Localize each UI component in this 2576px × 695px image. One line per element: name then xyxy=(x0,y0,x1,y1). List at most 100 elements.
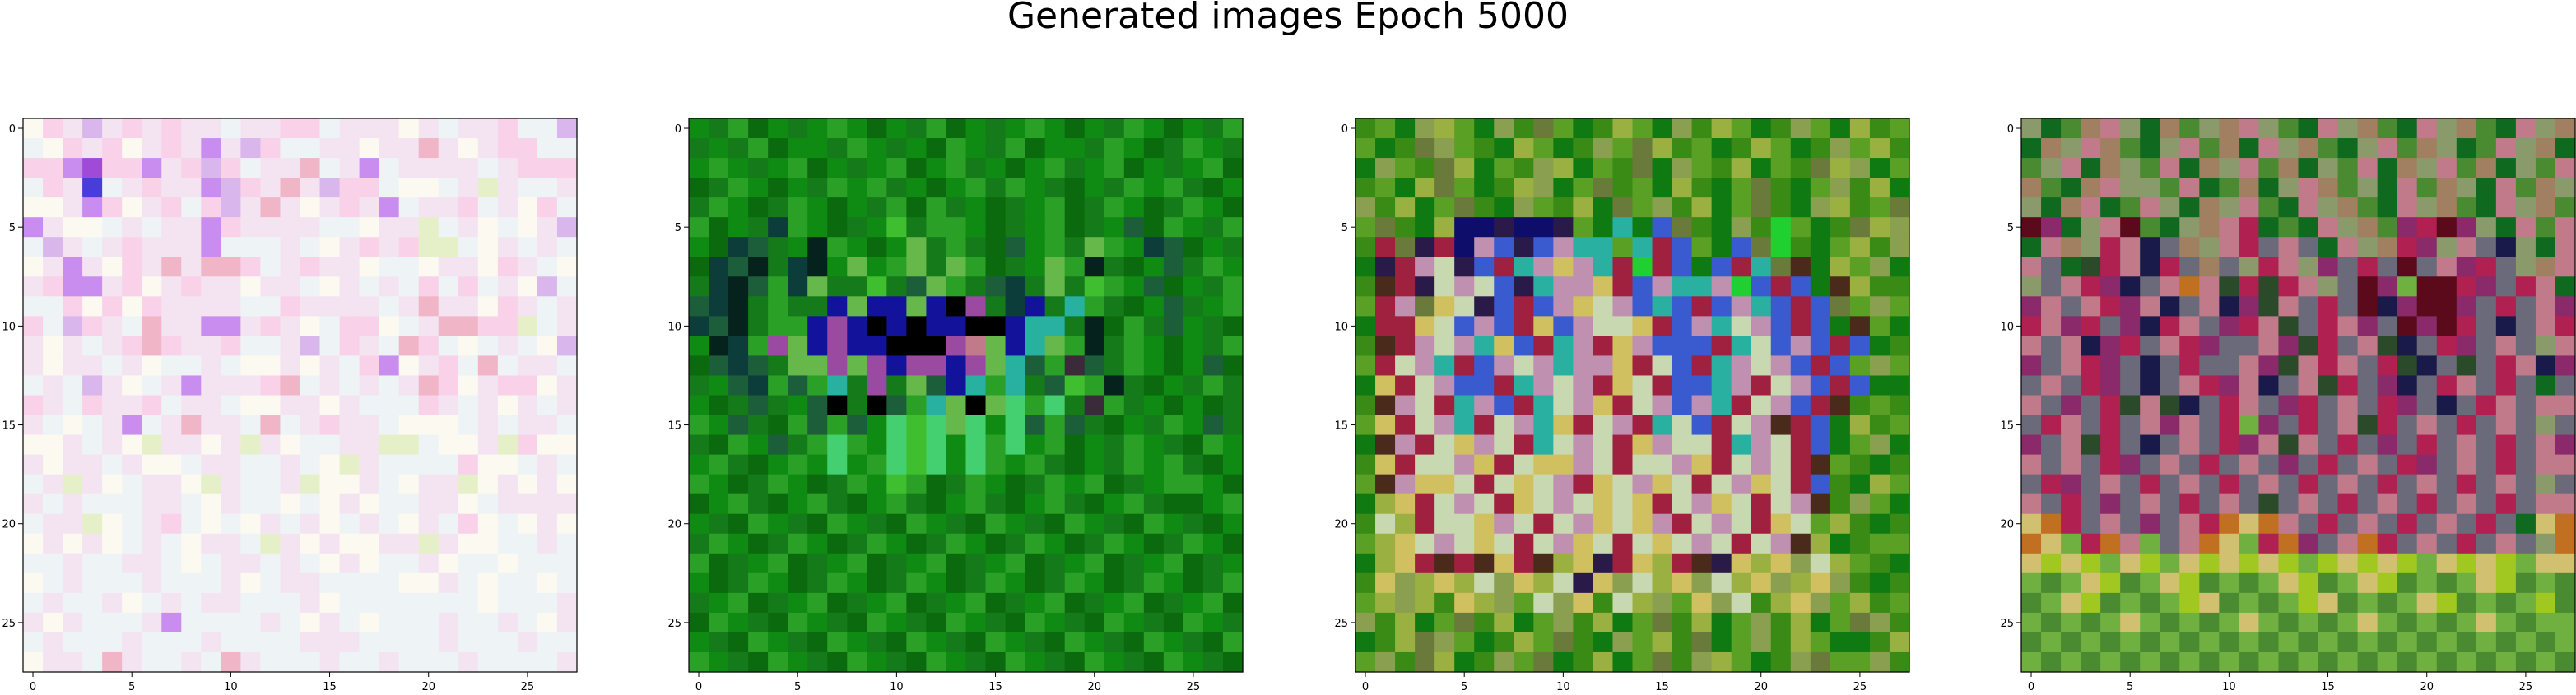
pixel xyxy=(2041,651,2062,673)
axes-frame xyxy=(688,118,1244,673)
pixel xyxy=(240,257,262,277)
pixel xyxy=(1084,572,1105,594)
pixel xyxy=(906,533,928,554)
pixel xyxy=(1790,316,1811,336)
pixel xyxy=(142,651,162,673)
pixel xyxy=(1005,296,1026,317)
pixel xyxy=(1454,138,1475,159)
pixel xyxy=(1415,434,1435,456)
pixel xyxy=(1434,138,1455,159)
pixel xyxy=(2476,533,2497,554)
pixel xyxy=(1869,375,1890,396)
pixel xyxy=(1514,415,1534,436)
pixel xyxy=(102,493,123,515)
pixel xyxy=(161,553,182,574)
pixel xyxy=(319,651,341,673)
pixel xyxy=(438,217,459,238)
pixel xyxy=(102,553,123,574)
pixel xyxy=(1810,513,1831,535)
pixel xyxy=(1652,533,1673,554)
pixel xyxy=(2535,632,2556,653)
pixel xyxy=(1731,316,1752,336)
pixel xyxy=(1830,612,1851,633)
pixel xyxy=(1632,553,1653,574)
pixel xyxy=(1514,572,1534,594)
pixel xyxy=(2021,355,2042,377)
pixel xyxy=(2318,138,2339,159)
x-tick-label: 25 xyxy=(2519,681,2533,693)
pixel xyxy=(122,138,142,159)
pixel xyxy=(768,632,788,653)
pixel xyxy=(142,415,162,436)
pixel xyxy=(2436,395,2457,416)
pixel xyxy=(1573,632,1594,653)
axes-frame xyxy=(1355,118,1910,673)
pixel xyxy=(1632,454,1653,475)
pixel xyxy=(1375,612,1396,633)
pixel xyxy=(2397,158,2418,178)
pixel xyxy=(2258,355,2280,377)
pixel xyxy=(82,158,103,178)
pixel xyxy=(1869,257,1890,277)
pixel xyxy=(1849,316,1871,336)
pixel xyxy=(1084,632,1105,653)
pixel xyxy=(2278,197,2299,218)
pixel xyxy=(339,197,360,218)
pixel xyxy=(221,217,241,238)
pixel xyxy=(300,395,321,416)
pixel xyxy=(181,434,202,456)
pixel xyxy=(768,138,788,159)
pixel xyxy=(1044,217,1066,238)
pixel xyxy=(181,178,202,198)
pixel xyxy=(2081,632,2101,653)
pixel xyxy=(2140,237,2160,257)
pixel xyxy=(906,395,928,416)
pixel xyxy=(517,336,538,357)
pixel xyxy=(2278,513,2299,535)
pixel xyxy=(240,434,262,456)
pixel xyxy=(359,138,380,159)
pixel xyxy=(2377,395,2398,416)
pixel xyxy=(1044,632,1066,653)
pixel xyxy=(2179,572,2200,594)
pixel xyxy=(965,336,987,357)
pixel xyxy=(82,138,103,159)
pixel xyxy=(867,336,887,357)
pixel xyxy=(1415,415,1435,436)
pixel xyxy=(102,632,123,653)
pixel xyxy=(886,454,907,475)
pixel xyxy=(82,217,103,238)
pixel xyxy=(2140,355,2160,377)
pixel xyxy=(2100,257,2121,277)
pixel xyxy=(458,415,479,436)
pixel xyxy=(2100,355,2121,377)
pixel xyxy=(2298,493,2319,515)
pixel xyxy=(1183,118,1204,139)
pixel xyxy=(82,454,103,475)
pixel xyxy=(1830,336,1851,357)
pixel xyxy=(497,454,518,475)
pixel xyxy=(280,296,301,317)
pixel xyxy=(319,632,341,653)
pixel xyxy=(1810,197,1831,218)
pixel xyxy=(418,197,439,218)
pixel xyxy=(1202,355,1224,377)
pixel xyxy=(2258,197,2280,218)
pixel xyxy=(985,592,1007,614)
pixel xyxy=(398,276,420,297)
pixel xyxy=(379,474,400,495)
pixel xyxy=(1751,375,1772,396)
pixel xyxy=(1691,375,1713,396)
pixel xyxy=(1084,474,1105,495)
pixel xyxy=(319,474,341,495)
pixel xyxy=(359,375,380,396)
pixel xyxy=(339,257,360,277)
pixel xyxy=(1454,375,1475,396)
pixel xyxy=(847,296,867,317)
pixel xyxy=(260,454,281,475)
pixel xyxy=(2041,434,2062,456)
pixel xyxy=(1672,434,1693,456)
pixel xyxy=(359,533,380,554)
pixel xyxy=(2239,395,2260,416)
pixel xyxy=(748,493,769,515)
